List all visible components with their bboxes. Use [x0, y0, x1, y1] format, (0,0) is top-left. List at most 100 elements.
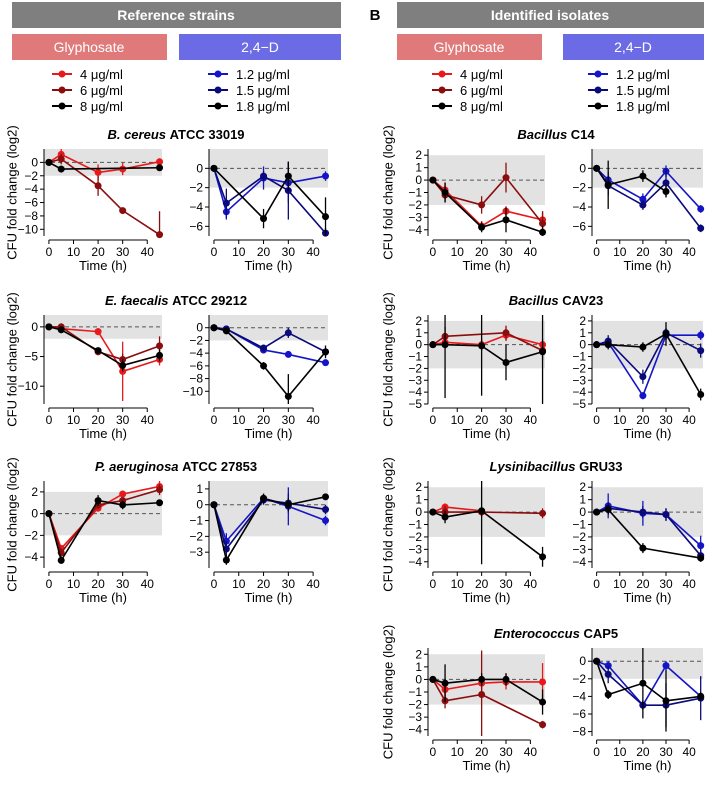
x-tick-label: 30	[499, 745, 513, 759]
series-line	[607, 673, 644, 706]
d24-bar-left	[179, 34, 341, 60]
x-tick-label: 30	[659, 413, 673, 427]
series-line	[481, 693, 543, 726]
data-point	[697, 391, 705, 399]
y-tick-label: 0	[415, 672, 422, 686]
series-line	[665, 170, 702, 210]
chart-title-strain: GRU33	[579, 459, 622, 474]
series-line	[642, 182, 667, 206]
panel-glyphosate: 0 −5 −10 0 10 20 30 40 Time (h)	[18, 315, 164, 441]
x-axis-label: Time (h)	[463, 590, 511, 605]
data-point	[639, 343, 647, 351]
x-tick-label: 10	[451, 745, 465, 759]
series-line	[61, 327, 99, 333]
y-tick-label: −8	[572, 725, 586, 739]
series-line	[60, 500, 99, 561]
data-point	[639, 392, 647, 400]
y-tick-label: −6	[189, 359, 203, 373]
series-line	[225, 177, 265, 213]
data-point	[119, 501, 127, 509]
series-8gml	[429, 176, 547, 236]
data-point	[662, 662, 670, 670]
series-line	[213, 168, 228, 204]
chart-title-organism: E. faecalis	[105, 293, 172, 308]
chart-title-organism: P. aeruginosa	[95, 459, 182, 474]
y-tick-label: −2	[572, 530, 586, 544]
series-line	[432, 679, 446, 702]
data-point	[639, 172, 647, 180]
legend-d18-marker	[594, 102, 602, 110]
y-tick-label: −2	[572, 672, 586, 686]
x-tick-label: 20	[636, 577, 650, 591]
x-tick-label: 30	[659, 745, 673, 759]
d24-label-right: 2,4−D	[614, 39, 652, 55]
chart-title-organism: Bacillus	[517, 127, 570, 142]
series-line	[225, 497, 265, 542]
y-tick-label: −2	[189, 529, 203, 543]
y-tick-label: 2	[415, 314, 422, 328]
x-tick-label: 0	[430, 413, 437, 427]
legend-g6-marker	[58, 86, 66, 94]
x-tick-label: 40	[524, 413, 538, 427]
data-point	[478, 507, 486, 515]
series-line	[481, 511, 543, 515]
series-line	[213, 167, 265, 220]
x-tick-label: 20	[475, 577, 489, 591]
x-axis-label: Time (h)	[79, 426, 127, 441]
x-axis-label: Time (h)	[463, 426, 511, 441]
data-point	[260, 362, 268, 370]
data-point	[156, 158, 164, 166]
series-line	[60, 329, 99, 352]
data-point	[604, 691, 612, 699]
chart-title-strain: CAV23	[562, 293, 603, 308]
x-tick-label: 10	[232, 413, 246, 427]
x-tick-label: 40	[682, 413, 696, 427]
legend-d12-marker	[214, 70, 222, 78]
data-point	[593, 164, 601, 172]
series-line	[595, 660, 609, 695]
x-tick-label: 0	[46, 245, 53, 259]
series-line	[263, 332, 289, 349]
series-line	[288, 505, 326, 522]
series-18gml	[210, 161, 330, 236]
data-point	[639, 544, 647, 552]
data-point	[322, 359, 330, 367]
glyphosate-bar-right	[397, 34, 542, 60]
legend-d12-label: 1.2 μg/ml	[236, 67, 290, 82]
x-tick-label: 20	[91, 245, 105, 259]
y-tick-label: −2	[408, 198, 422, 212]
reference-header: Reference strains	[117, 7, 235, 23]
glyphosate-label-right: Glyphosate	[434, 39, 505, 55]
series-line	[665, 513, 702, 547]
legend-d12-label: 1.2 μg/ml	[616, 67, 670, 82]
x-tick-label: 0	[211, 577, 218, 591]
x-tick-label: 40	[306, 245, 320, 259]
x-tick-label: 30	[282, 577, 296, 591]
y-tick-label: −10	[18, 222, 39, 236]
x-tick-label: 30	[659, 245, 673, 259]
series-line	[288, 353, 326, 364]
series-line	[642, 170, 667, 200]
series-8gml	[45, 323, 164, 372]
series-line	[665, 665, 702, 697]
series-line	[607, 682, 644, 696]
x-axis-label: Time (h)	[624, 758, 672, 773]
x-tick-label: 20	[91, 413, 105, 427]
y-tick-label: −4	[408, 555, 422, 569]
data-point	[639, 201, 647, 209]
x-tick-label: 20	[636, 745, 650, 759]
y-tick-label: −3	[408, 210, 422, 224]
y-tick-label: −3	[572, 373, 586, 387]
data-point	[94, 328, 102, 336]
y-tick-label: −2	[24, 528, 38, 542]
series-18gml	[593, 504, 705, 562]
y-tick-label: 0	[415, 173, 422, 187]
y-tick-label: 0	[579, 338, 586, 352]
y-tick-label: 1	[579, 493, 586, 507]
data-point	[697, 205, 705, 213]
data-point	[57, 155, 65, 163]
y-tick-label: −2	[24, 169, 38, 183]
y-tick-label: −3	[408, 373, 422, 387]
series-line	[505, 351, 543, 364]
